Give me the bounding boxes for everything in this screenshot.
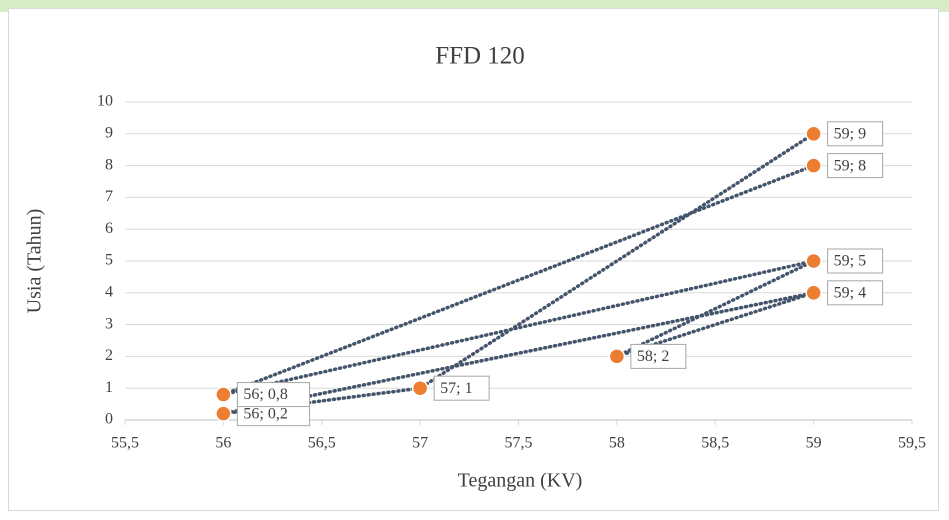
x-tick-label: 58,5: [701, 435, 729, 452]
x-tick-label: 56,5: [308, 435, 336, 452]
data-label-box: [827, 153, 884, 179]
y-tick-label: 8: [105, 156, 113, 173]
data-label: 56; 0,8: [243, 386, 287, 403]
y-tick-label: 10: [97, 93, 113, 110]
connector-line: [222, 132, 816, 416]
y-axis-title: Usia (Tahun): [24, 209, 46, 314]
y-tick-label: 3: [105, 315, 113, 332]
point: [805, 157, 822, 174]
data-label: 59; 5: [834, 253, 866, 270]
data-label-box: [827, 121, 884, 147]
x-tick-label: 59: [806, 435, 822, 452]
y-tick-label: 2: [105, 347, 113, 364]
x-tick-label: 57,5: [505, 435, 533, 452]
y-tick-label: 6: [105, 220, 113, 237]
y-tick-label: 5: [105, 252, 113, 269]
point: [805, 284, 822, 302]
y-tick-label: 4: [105, 283, 113, 300]
x-axis-title: Tegangan (KV): [458, 470, 583, 492]
data-label: 59; 4: [834, 284, 866, 301]
x-tick-label: 58: [609, 435, 625, 452]
data-label: 59; 9: [834, 125, 866, 142]
x-tick-label: 59,5: [898, 435, 926, 452]
x-tick-label: 55,5: [111, 435, 139, 452]
x-tick-label: 56: [215, 435, 231, 452]
y-tick-label: 7: [105, 188, 113, 205]
y-tick-label: 1: [105, 379, 113, 396]
y-tick-label: 0: [105, 411, 113, 428]
chart-frame: [8, 8, 939, 511]
data-label: 58; 2: [637, 348, 669, 365]
y-tick-label: 9: [105, 124, 113, 141]
data-label-box: [236, 382, 311, 408]
point: [215, 386, 232, 403]
data-label: 59; 8: [834, 157, 866, 174]
chart-title: FFD 120: [435, 43, 525, 70]
data-label-box: [433, 375, 490, 401]
point: [805, 252, 822, 270]
point: [608, 348, 626, 365]
point: [215, 405, 232, 422]
data-label: 56; 0,2: [243, 405, 287, 422]
data-label-box: [630, 343, 687, 369]
point: [411, 379, 429, 397]
x-tick-label: 57: [412, 435, 428, 452]
data-label: 57; 1: [440, 380, 472, 397]
point: [805, 125, 822, 143]
data-label-box: [827, 280, 884, 306]
data-label-box: [827, 248, 884, 274]
